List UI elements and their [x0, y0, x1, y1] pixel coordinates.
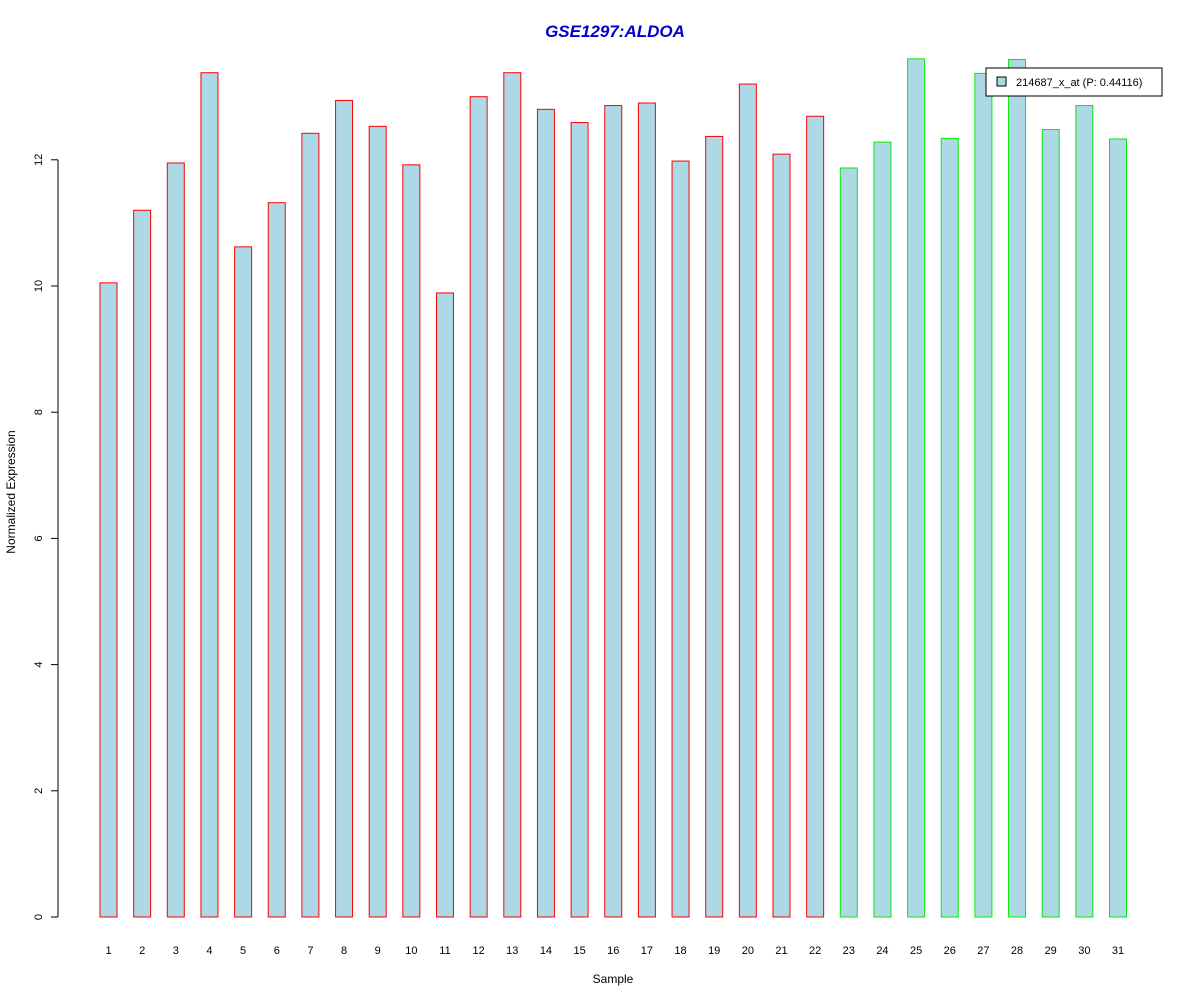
x-tick-label: 6: [274, 945, 280, 957]
bar-sample-13: [503, 72, 522, 918]
legend-label: 214687_x_at (P: 0.44116): [1016, 77, 1142, 89]
bar-sample-16: [604, 105, 623, 918]
x-tick-label: 5: [240, 945, 246, 957]
bar-sample-26: [940, 137, 959, 918]
bar-sample-30: [1075, 105, 1094, 918]
x-tick-label: 28: [1011, 945, 1023, 957]
bar-sample-23: [839, 167, 858, 918]
bar-sample-1: [99, 282, 118, 918]
bar-sample-22: [806, 115, 825, 918]
bar-sample-15: [570, 122, 589, 918]
x-tick-label: 25: [910, 945, 922, 957]
bar-sample-10: [402, 164, 421, 918]
bar-sample-7: [301, 132, 320, 918]
bar-sample-18: [671, 160, 690, 918]
y-axis-title: Normalized Expression: [4, 430, 18, 553]
legend: 214687_x_at (P: 0.44116): [985, 67, 1163, 97]
chart-title: GSE1297:ALDOA: [545, 22, 685, 41]
y-tick-label: 4: [33, 662, 45, 668]
x-tick-label: 29: [1045, 945, 1057, 957]
x-tick-label: 20: [742, 945, 754, 957]
x-tick-label: 12: [473, 945, 485, 957]
bar-sample-29: [1041, 129, 1060, 918]
x-tick-label: 11: [439, 945, 450, 957]
y-tick-label: 10: [33, 280, 45, 292]
y-tick-label: 12: [33, 154, 45, 166]
bar-sample-20: [738, 83, 757, 918]
bar-sample-27: [974, 72, 993, 918]
x-tick-label: 7: [307, 945, 313, 957]
bar-sample-31: [1109, 138, 1127, 918]
bar-sample-14: [536, 108, 555, 918]
x-tick-label: 23: [843, 945, 855, 957]
x-tick-label: 2: [139, 945, 145, 957]
x-tick-label: 10: [405, 945, 417, 957]
bar-sample-9: [368, 125, 387, 918]
bar-sample-25: [907, 58, 926, 918]
x-tick-label: 31: [1112, 945, 1124, 957]
x-tick-label: 30: [1078, 945, 1090, 957]
bar-sample-19: [705, 135, 724, 918]
bar-sample-5: [234, 246, 253, 918]
y-tick-label: 0: [33, 914, 45, 920]
x-tick-label: 26: [944, 945, 956, 957]
y-tick-label: 6: [33, 535, 45, 541]
x-tick-labels: 1 2 3 4 5 6 7 8 9 10 11 12 13 14 15 16 17 18 19 20 21 22 23 24 2…: [105, 945, 1124, 957]
y-tick-label: 8: [33, 409, 45, 415]
y-tick-label: 2: [33, 788, 45, 794]
x-tick-label: 15: [573, 945, 585, 957]
x-tick-label: 17: [641, 945, 653, 957]
x-tick-label: 19: [708, 945, 720, 957]
x-tick-label: 27: [977, 945, 989, 957]
x-tick-label: 18: [674, 945, 686, 957]
bar-sample-11: [436, 292, 454, 918]
x-tick-label: 21: [775, 945, 787, 957]
bar-sample-21: [772, 153, 791, 918]
x-tick-label: 9: [375, 945, 381, 957]
bar-sample-24: [873, 141, 892, 918]
legend-box: [985, 67, 1163, 97]
x-tick-label: 24: [876, 945, 888, 957]
bar-sample-3: [166, 162, 185, 918]
x-tick-label: 1: [105, 945, 111, 957]
bar-sample-2: [133, 209, 152, 918]
x-tick-label: 3: [173, 945, 179, 957]
bars-group: [99, 58, 1127, 918]
bar-sample-28: [1008, 58, 1027, 918]
x-tick-label: 8: [341, 945, 347, 957]
x-tick-label: 14: [540, 945, 552, 957]
bar-sample-17: [637, 102, 656, 918]
x-tick-label: 13: [506, 945, 518, 957]
x-axis-title: Sample: [593, 972, 634, 986]
bar-sample-6: [267, 202, 286, 918]
x-tick-label: 22: [809, 945, 821, 957]
y-axis: 0 2 4 6 8 10 12: [33, 154, 59, 920]
x-tick-label: 4: [206, 945, 212, 957]
legend-swatch: [996, 76, 1007, 87]
x-tick-label: 16: [607, 945, 619, 957]
bar-sample-4: [200, 72, 219, 918]
bar-sample-8: [335, 99, 354, 918]
bar-sample-12: [469, 96, 488, 918]
